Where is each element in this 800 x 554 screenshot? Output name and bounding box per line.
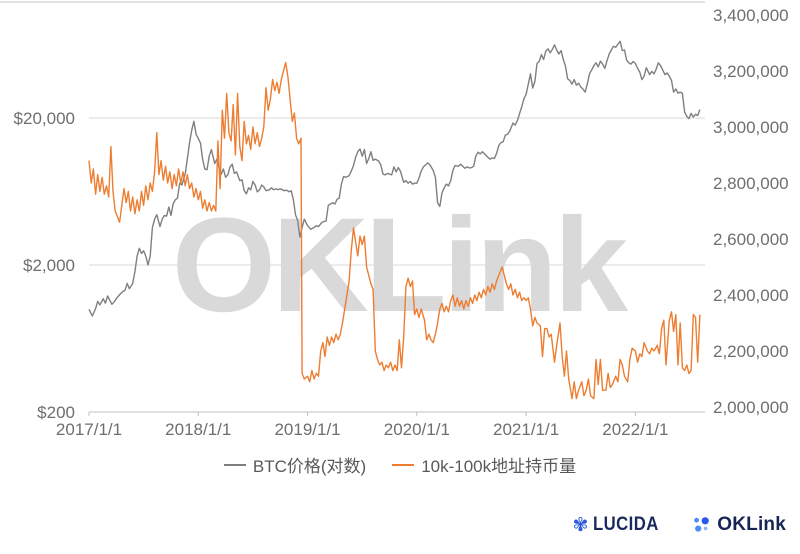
btc-price-vs-holdings-chart: OKLink 2017/1/1 2018/1/1 2019/1/1 2020/1/1 20… xyxy=(0,1,789,439)
right-axis-label-2400000: 2,400,000 xyxy=(713,286,789,305)
x-tick-label-2021: 2021/1/1 xyxy=(493,420,559,439)
left-axis-label-20000: $20,000 xyxy=(14,109,75,128)
lucida-logo: ✾ LUCIDA xyxy=(573,514,669,536)
right-axis-label-2800000: 2,800,000 xyxy=(713,174,789,193)
footer-logos: ✾ LUCIDA OKLink xyxy=(573,508,786,542)
right-axis-label-3400000: 3,400,000 xyxy=(713,6,789,25)
left-axis-label-200: $200 xyxy=(37,403,75,422)
oklink-logo: OKLink xyxy=(692,514,786,536)
legend: BTC价格(对数) 10k-100k地址持币量 xyxy=(0,452,800,477)
lucida-flower-icon: ✾ xyxy=(572,514,589,536)
btc-price-legend-marker xyxy=(223,463,246,466)
oklink-wordmark: OKLink xyxy=(717,514,786,535)
left-axis-label-2000: $2,000 xyxy=(23,256,75,275)
right-axis-label-2200000: 2,200,000 xyxy=(713,342,789,361)
right-axis-label-2000000: 2,000,000 xyxy=(713,398,789,417)
right-axis-label-3000000: 3,000,000 xyxy=(713,118,789,137)
legend-item-holdings: 10k-100k地址持币量 xyxy=(392,452,576,477)
x-tick-label-2018: 2018/1/1 xyxy=(165,420,231,439)
x-tick-label-2019: 2019/1/1 xyxy=(274,420,340,439)
lucida-wordmark: LUCIDA xyxy=(593,514,660,535)
oklink-watermark: OKLink xyxy=(172,191,629,340)
x-tick-label-2022: 2022/1/1 xyxy=(602,420,668,439)
holdings-legend-label: 10k-100k地址持币量 xyxy=(421,457,577,476)
right-axis-label-2600000: 2,600,000 xyxy=(713,230,789,249)
holdings-line xyxy=(88,61,701,400)
btc-price-line xyxy=(88,40,701,317)
btc-price-legend-label: BTC价格(对数) xyxy=(252,457,367,476)
x-tick-label-2020: 2020/1/1 xyxy=(384,420,450,439)
x-tick-label-2017: 2017/1/1 xyxy=(56,420,122,439)
legend-item-btc-price: BTC价格(对数) xyxy=(223,452,367,477)
holdings-legend-marker xyxy=(392,463,415,466)
oklink-dots-icon xyxy=(692,515,712,535)
right-axis-label-3200000: 3,200,000 xyxy=(713,62,789,81)
